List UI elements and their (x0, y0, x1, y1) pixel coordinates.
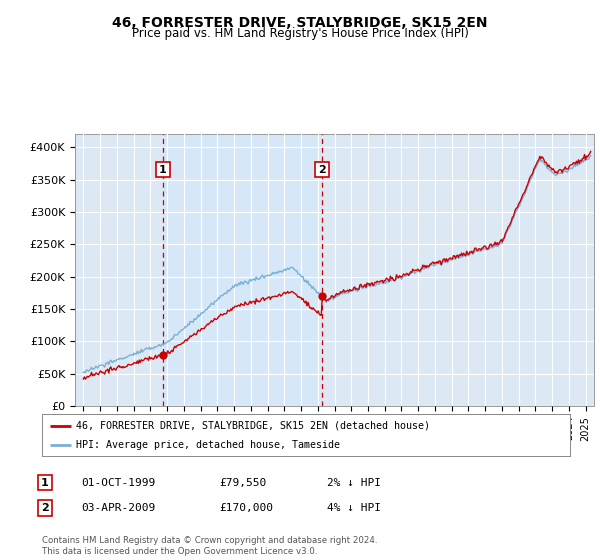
Text: 46, FORRESTER DRIVE, STALYBRIDGE, SK15 2EN (detached house): 46, FORRESTER DRIVE, STALYBRIDGE, SK15 2… (76, 421, 430, 431)
Text: 4% ↓ HPI: 4% ↓ HPI (327, 503, 381, 513)
Bar (163, 134, 322, 406)
Text: £170,000: £170,000 (219, 503, 273, 513)
Text: 01-OCT-1999: 01-OCT-1999 (81, 478, 155, 488)
Text: HPI: Average price, detached house, Tameside: HPI: Average price, detached house, Tame… (76, 440, 340, 450)
Text: Price paid vs. HM Land Registry's House Price Index (HPI): Price paid vs. HM Land Registry's House … (131, 27, 469, 40)
Text: 1: 1 (41, 478, 49, 488)
Text: Contains HM Land Registry data © Crown copyright and database right 2024.
This d: Contains HM Land Registry data © Crown c… (42, 536, 377, 556)
Text: 2% ↓ HPI: 2% ↓ HPI (327, 478, 381, 488)
Text: 2: 2 (41, 503, 49, 513)
Text: £79,550: £79,550 (219, 478, 266, 488)
Text: 1: 1 (159, 165, 167, 175)
Text: 46, FORRESTER DRIVE, STALYBRIDGE, SK15 2EN: 46, FORRESTER DRIVE, STALYBRIDGE, SK15 2… (112, 16, 488, 30)
Text: 2: 2 (318, 165, 326, 175)
Text: 03-APR-2009: 03-APR-2009 (81, 503, 155, 513)
